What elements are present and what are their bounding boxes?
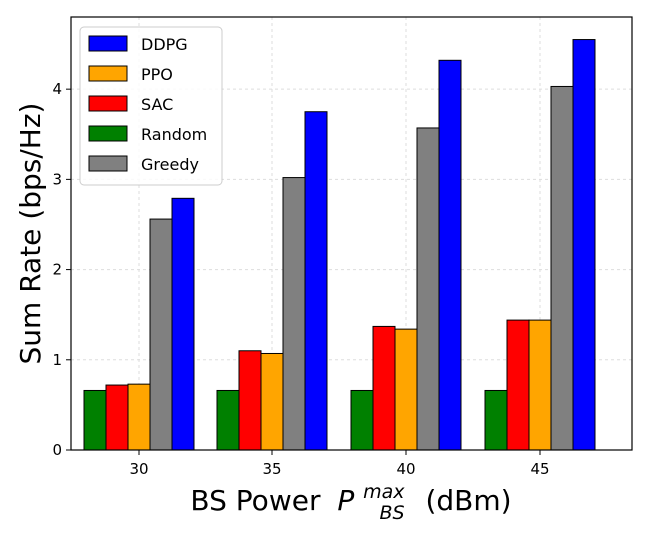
legend: DDPG PPO SAC Random Greedy [79, 26, 223, 186]
x-axis-title-subscript: BS [379, 502, 404, 524]
bar-random-30 [83, 389, 107, 451]
bar-greedy-45 [550, 85, 574, 451]
legend-label-sac: SAC [141, 95, 173, 114]
legend-swatch-random [88, 125, 128, 142]
x-axis-title-unit: (dBm) [425, 484, 511, 517]
bar-random-40 [350, 389, 374, 451]
y-tick-label: 4 [52, 80, 62, 98]
bar-ppo-45 [528, 319, 552, 451]
bar-sac-30 [105, 384, 129, 451]
bar-sac-35 [238, 350, 262, 451]
legend-swatch-greedy [88, 155, 128, 172]
x-axis-title-symbol: P [337, 484, 354, 517]
y-tick-label: 0 [52, 441, 62, 459]
y-tick-label: 1 [52, 351, 62, 369]
bar-ppo-40 [394, 328, 418, 451]
bar-sac-45 [506, 319, 530, 451]
legend-swatch-sac [88, 95, 128, 112]
bar-ppo-30 [127, 383, 151, 451]
x-tick-label: 45 [530, 460, 549, 478]
x-tick-label: 30 [129, 460, 148, 478]
x-axis-title-superscript: max [363, 481, 405, 503]
legend-swatch-ddpg [88, 35, 128, 52]
bar-greedy-30 [149, 218, 173, 451]
bar-ddpg-35 [304, 111, 328, 451]
legend-label-random: Random [141, 125, 207, 144]
x-tick-label: 35 [262, 460, 281, 478]
bar-ddpg-45 [572, 39, 596, 451]
ticks: 0 1 2 3 4 30 35 40 45 [52, 80, 549, 478]
bar-greedy-35 [282, 177, 306, 451]
bar-sac-40 [372, 325, 396, 451]
legend-label-greedy: Greedy [141, 155, 199, 174]
legend-label-ppo: PPO [141, 65, 173, 84]
bar-ppo-35 [260, 352, 284, 451]
y-tick-label: 2 [52, 261, 62, 279]
y-axis-title: Sum Rate (bps/Hz) [14, 103, 47, 365]
bar-ddpg-30 [171, 197, 195, 451]
bars [83, 39, 596, 451]
bar-random-35 [216, 389, 240, 451]
bar-greedy-40 [416, 127, 440, 451]
legend-label-ddpg: DDPG [141, 35, 188, 54]
x-tick-label: 40 [396, 460, 415, 478]
bar-random-45 [484, 389, 508, 451]
x-axis-title-text: BS Power [190, 484, 321, 517]
legend-swatch-ppo [88, 65, 128, 82]
x-axis-title: BS Power P max BS (dBm) [190, 472, 511, 526]
y-tick-label: 3 [52, 170, 62, 188]
plot-frame [70, 16, 633, 451]
bar-ddpg-40 [438, 59, 462, 451]
